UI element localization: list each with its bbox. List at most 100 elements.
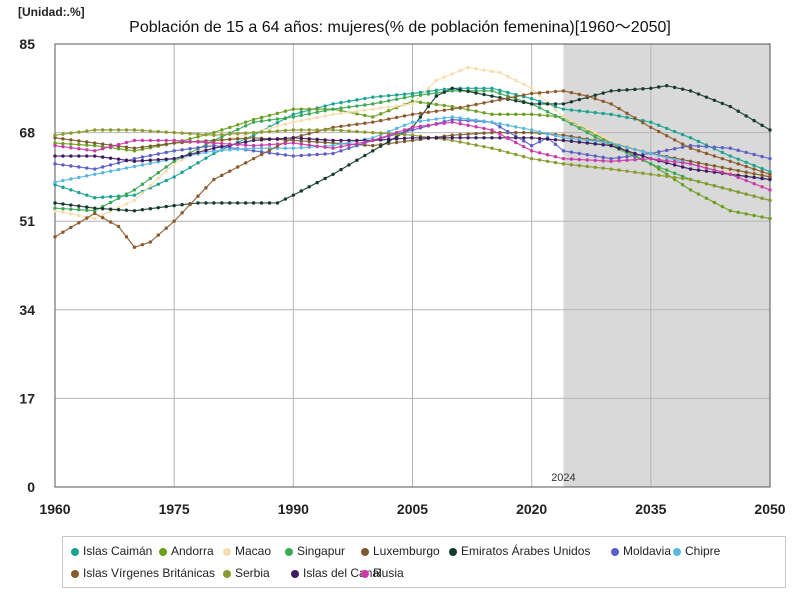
data-point: [371, 130, 375, 135]
data-point: [371, 115, 375, 119]
data-point: [474, 125, 478, 129]
data-point: [228, 142, 232, 146]
data-point: [672, 160, 677, 164]
data-point: [410, 128, 415, 132]
data-point: [529, 91, 534, 96]
data-point: [585, 130, 589, 135]
data-point: [275, 152, 280, 156]
data-point: [442, 103, 446, 108]
data-point: [688, 188, 693, 192]
data-point: [593, 135, 597, 139]
data-point: [228, 201, 232, 205]
data-point: [188, 131, 192, 136]
data-point: [466, 136, 470, 140]
data-point: [633, 87, 637, 92]
data-point: [625, 149, 629, 153]
data-point: [609, 156, 613, 161]
data-point: [410, 133, 415, 137]
data-point: [514, 78, 518, 83]
data-point: [323, 152, 327, 156]
data-point: [712, 145, 717, 149]
data-point: [228, 125, 232, 130]
data-point: [625, 111, 629, 116]
data-point: [490, 146, 494, 150]
data-point: [498, 136, 502, 140]
data-point: [649, 162, 653, 166]
data-point: [665, 168, 669, 172]
data-point: [148, 129, 153, 133]
data-point: [617, 88, 621, 93]
legend-label: Emiratos Árabes Unidos: [461, 544, 591, 558]
data-point: [204, 201, 208, 205]
data-point: [243, 140, 248, 144]
data-point: [569, 100, 574, 104]
data-point: [283, 146, 288, 150]
data-point: [577, 163, 582, 168]
data-point: [93, 149, 97, 153]
y-axis-ticks: 0 17 34 51 68 85: [19, 36, 35, 495]
data-point: [696, 164, 701, 168]
data-point: [474, 102, 478, 107]
data-point: [490, 136, 494, 140]
data-point: [61, 210, 65, 215]
data-point: [331, 143, 335, 148]
data-point: [410, 120, 415, 124]
data-point: [371, 138, 375, 143]
x-tick-label: 1990: [278, 501, 309, 517]
data-point: [434, 109, 439, 113]
data-point: [188, 152, 192, 157]
data-point: [77, 130, 81, 134]
data-point: [85, 129, 89, 133]
data-point: [69, 146, 73, 150]
data-point: [458, 132, 462, 137]
data-point: [77, 175, 81, 180]
data-point: [236, 123, 240, 127]
data-point: [688, 136, 693, 140]
data-point: [77, 139, 81, 143]
data-point: [228, 148, 232, 152]
data-point: [680, 145, 685, 149]
data-point: [752, 181, 756, 186]
data-point: [466, 132, 470, 136]
data-point: [466, 141, 470, 146]
data-point: [196, 201, 200, 205]
data-point: [704, 162, 709, 167]
data-point: [212, 138, 216, 143]
data-point: [434, 88, 439, 93]
data-point: [744, 178, 748, 183]
data-point: [77, 221, 81, 225]
data-point: [243, 143, 248, 147]
data-point: [124, 166, 129, 170]
data-point: [657, 165, 661, 169]
data-point: [736, 168, 740, 173]
data-point: [323, 145, 327, 149]
data-point: [283, 128, 288, 133]
data-point: [140, 145, 145, 149]
data-point: [529, 128, 534, 132]
data-point: [458, 69, 462, 73]
data-point: [696, 161, 701, 165]
data-point: [649, 86, 653, 91]
data-point: [728, 188, 732, 192]
legend-item: Macao: [223, 544, 271, 558]
data-point: [426, 104, 431, 109]
legend-label: Chipre: [685, 544, 721, 558]
data-point: [69, 207, 73, 211]
data-point: [291, 193, 296, 197]
data-point: [434, 91, 439, 95]
data-point: [363, 153, 367, 158]
data-point: [617, 114, 621, 118]
data-point: [69, 138, 73, 142]
data-point: [164, 157, 168, 161]
data-point: [728, 159, 732, 163]
data-point: [85, 148, 89, 152]
data-point: [498, 112, 502, 117]
data-point: [617, 168, 621, 172]
data-point: [77, 165, 81, 169]
data-point: [172, 175, 176, 179]
data-point: [164, 142, 168, 146]
data-point: [53, 162, 57, 166]
data-point: [641, 87, 645, 91]
data-point: [593, 93, 597, 97]
data-point: [228, 137, 232, 142]
